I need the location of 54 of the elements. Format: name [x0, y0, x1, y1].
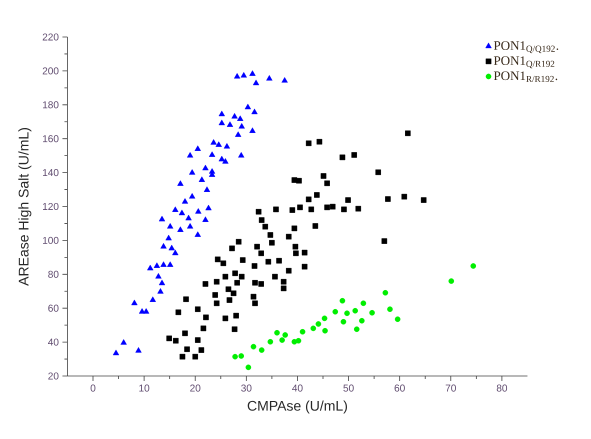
point: [354, 326, 360, 332]
point: [238, 353, 244, 359]
point: [360, 300, 366, 306]
y-axis-title: AREase High Salt (U/mL): [18, 128, 32, 286]
point: [387, 306, 393, 312]
x-tick-label: 70: [446, 384, 456, 392]
point: [322, 328, 328, 334]
y-tick-label: 100: [42, 236, 59, 244]
point: [340, 298, 346, 304]
y-tick-label: 160: [42, 135, 59, 142]
legend-label: PON1$_{Q/R192}$: [494, 56, 554, 68]
point: [258, 347, 264, 353]
point: [282, 332, 288, 338]
y-tick-label: 180: [42, 101, 59, 108]
point: [274, 330, 280, 336]
point: [250, 344, 256, 350]
x-tick-label: 50: [343, 384, 354, 392]
legend-label: PON1$_{Q/Q192}$.: [494, 41, 558, 54]
point: [310, 326, 316, 332]
point: [246, 364, 252, 370]
y-tick-label: 200: [42, 67, 59, 74]
y-tick-label: 140: [42, 169, 59, 176]
point: [448, 278, 454, 284]
point: [332, 308, 338, 315]
x-tick-label: 10: [139, 384, 150, 392]
x-tick-label: 40: [292, 384, 303, 392]
x-tick-label: 0: [90, 384, 96, 392]
point: [316, 321, 322, 327]
point: [344, 310, 350, 316]
point: [359, 318, 365, 324]
y-tick-label: 80: [48, 270, 59, 278]
x-tick-label: 20: [190, 384, 200, 392]
point: [279, 337, 285, 343]
point: [369, 310, 375, 316]
point: [268, 338, 274, 345]
point: [382, 290, 388, 296]
legend-label: PON1$_{R/R192}$.: [494, 71, 558, 82]
y-tick-label: 120: [42, 202, 59, 210]
y-tick-label: 60: [48, 304, 59, 312]
x-tick-label: 60: [394, 384, 405, 392]
point: [340, 318, 346, 325]
point: [322, 316, 328, 322]
x-tick-label: 30: [241, 384, 252, 392]
point: [394, 316, 400, 322]
point: [300, 328, 306, 335]
point: [352, 308, 358, 314]
point: [470, 263, 476, 269]
x-axis-title: CMPAse (U/mL): [248, 400, 347, 414]
point: [232, 354, 238, 360]
y-tick-label: 20: [48, 372, 59, 380]
y-tick-label: 220: [42, 33, 59, 41]
point: [296, 338, 302, 344]
y-tick-label: 40: [48, 338, 59, 346]
x-tick-label: 80: [496, 384, 508, 392]
